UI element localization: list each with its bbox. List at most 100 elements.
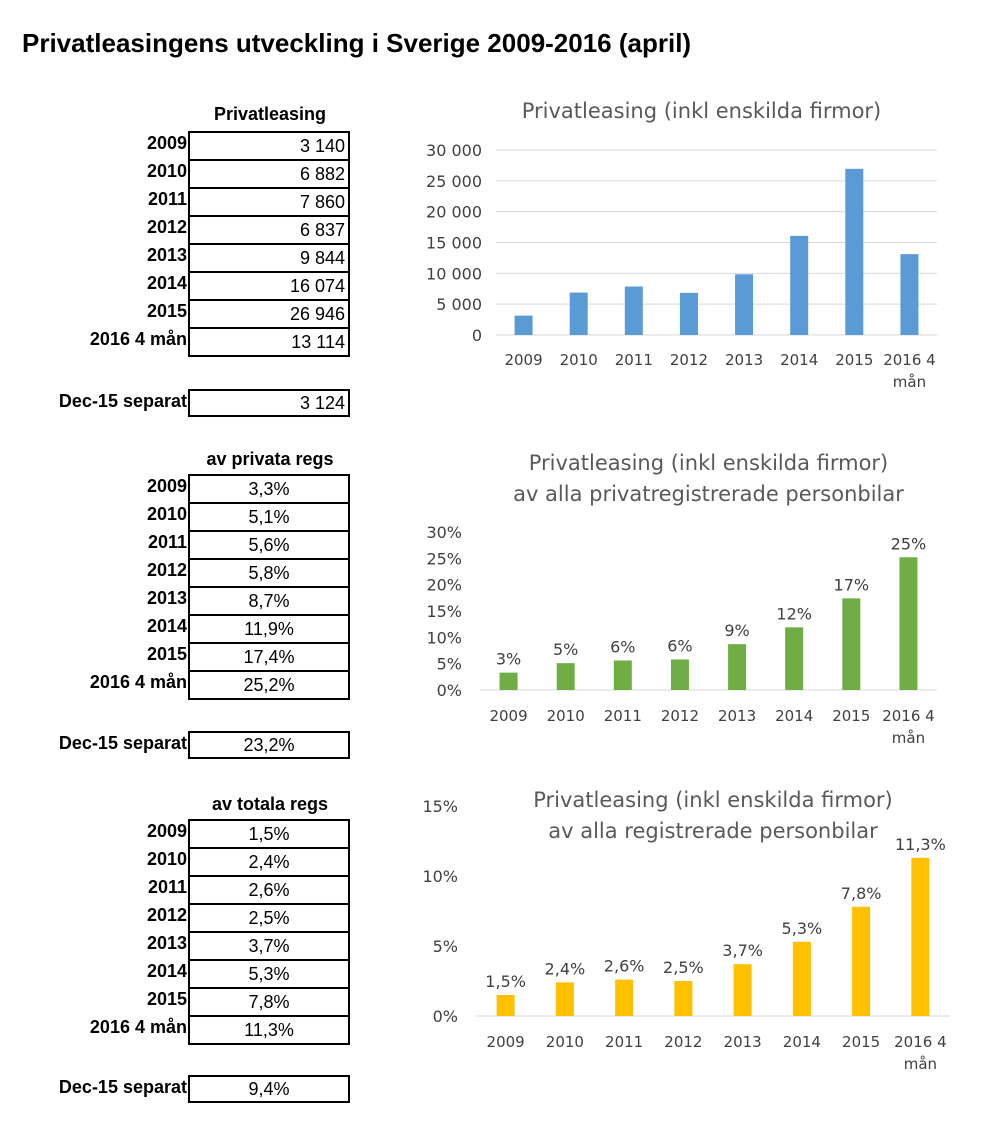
y-tick-label: 0% [437,681,462,700]
x-tick-label: 2009 [487,1033,525,1051]
y-tick-label: 5% [433,937,458,956]
table-cell: 2,4% [188,847,350,877]
bar [728,644,747,690]
x-tick-label: 2009 [504,351,542,369]
data-label: 5% [553,640,578,659]
table-cell: 11,3% [188,1015,350,1045]
row-label: 2013 [146,933,187,953]
table-cell: 8,7% [188,586,350,616]
row-label: 2010 [146,849,187,869]
x-tick-label: 2013 [718,707,756,725]
bar [899,557,918,690]
table-cell: 2,6% [188,875,350,905]
table-cell: 2,5% [188,903,350,933]
data-label: 6% [667,636,692,655]
separate-label: Dec-15 separat [58,391,187,411]
data-label: 2,6% [604,957,645,976]
row-label: 2011 [147,877,187,897]
table-cell: 5,8% [188,558,350,588]
bar [555,982,574,1016]
x-tick-label: 2015 [842,1033,880,1051]
x-tick-label: 2015 [835,351,873,369]
row-label: 2016 4 mån [89,1017,187,1037]
x-tick-label: 2012 [664,1033,702,1051]
x-tick-label: mån [893,373,926,391]
table-cell: 26 946 [188,299,350,329]
y-tick-label: 25% [426,549,462,568]
separate-cell: 3 124 [188,389,350,417]
x-tick-label: 2016 4 [882,707,935,725]
data-label: 3,7% [722,941,763,960]
chart-title: av alla registrerade personbilar [548,819,878,843]
bar [900,254,919,335]
bar [670,659,689,690]
row-label: 2016 4 mån [89,329,187,349]
bar [842,598,861,690]
table-cell: 13 114 [188,327,350,357]
chart-title: Privatleasing (inkl enskilda firmor) [529,451,889,475]
x-tick-label: 2016 4 [883,351,936,369]
data-label: 7,8% [841,884,882,903]
y-tick-label: 20 000 [426,203,482,222]
x-tick-label: 2010 [560,351,598,369]
row-label: 2012 [146,905,187,925]
row-label: 2009 [146,821,187,841]
y-tick-label: 15 000 [426,234,482,253]
x-tick-label: 2012 [661,707,699,725]
x-tick-label: 2014 [783,1033,821,1051]
y-tick-label: 15% [422,797,458,816]
bar [514,315,533,335]
y-tick-label: 30 000 [426,141,482,160]
y-tick-label: 10% [426,628,462,647]
data-label: 17% [834,575,870,594]
bar [911,857,930,1016]
row-label: 2015 [146,989,187,1009]
table-cell: 3 140 [188,131,350,161]
row-label: 2014 [146,616,187,636]
row-label: 2009 [146,476,187,496]
table-cell: 25,2% [188,670,350,700]
table-cell: 9 844 [188,243,350,273]
table-cell: 16 074 [188,271,350,301]
chart-title: Privatleasing (inkl enskilda firmor) [522,99,882,123]
chart-title: av alla privatregistrerade personbilar [513,482,904,506]
x-tick-label: 2013 [725,351,763,369]
bar [852,906,871,1016]
bar [790,235,809,335]
row-label: 2012 [146,560,187,580]
bar [615,979,634,1016]
data-label: 9% [724,621,749,640]
table-header: Privatleasing [213,104,327,124]
x-tick-label: 2010 [546,1033,584,1051]
data-label: 2,4% [545,959,586,978]
y-tick-label: 0 [472,326,482,345]
row-label: 2009 [146,133,187,153]
table-cell: 1,5% [188,819,350,849]
table-cell: 17,4% [188,642,350,672]
data-label: 2,5% [663,958,704,977]
data-label: 11,3% [895,835,946,854]
table-header: av privata regs [206,449,334,469]
row-label: 2011 [147,532,187,552]
table-cell: 6 882 [188,159,350,189]
bar [785,627,804,690]
row-label: 2010 [146,161,187,181]
y-tick-label: 20% [426,576,462,595]
x-tick-label: 2014 [780,351,818,369]
y-tick-label: 30% [426,523,462,542]
y-tick-label: 25 000 [426,172,482,191]
x-tick-label: mån [892,729,925,747]
x-tick-label: 2014 [775,707,813,725]
separate-cell: 9,4% [188,1075,350,1103]
table-cell: 5,6% [188,530,350,560]
separate-label: Dec-15 separat [58,733,187,753]
x-tick-label: 2012 [670,351,708,369]
data-label: 25% [891,534,927,553]
row-label: 2013 [146,245,187,265]
y-tick-label: 5 000 [436,295,482,314]
table-cell: 6 837 [188,215,350,245]
separate-cell: 23,2% [188,731,350,759]
bar [733,964,752,1016]
x-tick-label: mån [904,1055,937,1073]
table-cell: 3,3% [188,474,350,504]
